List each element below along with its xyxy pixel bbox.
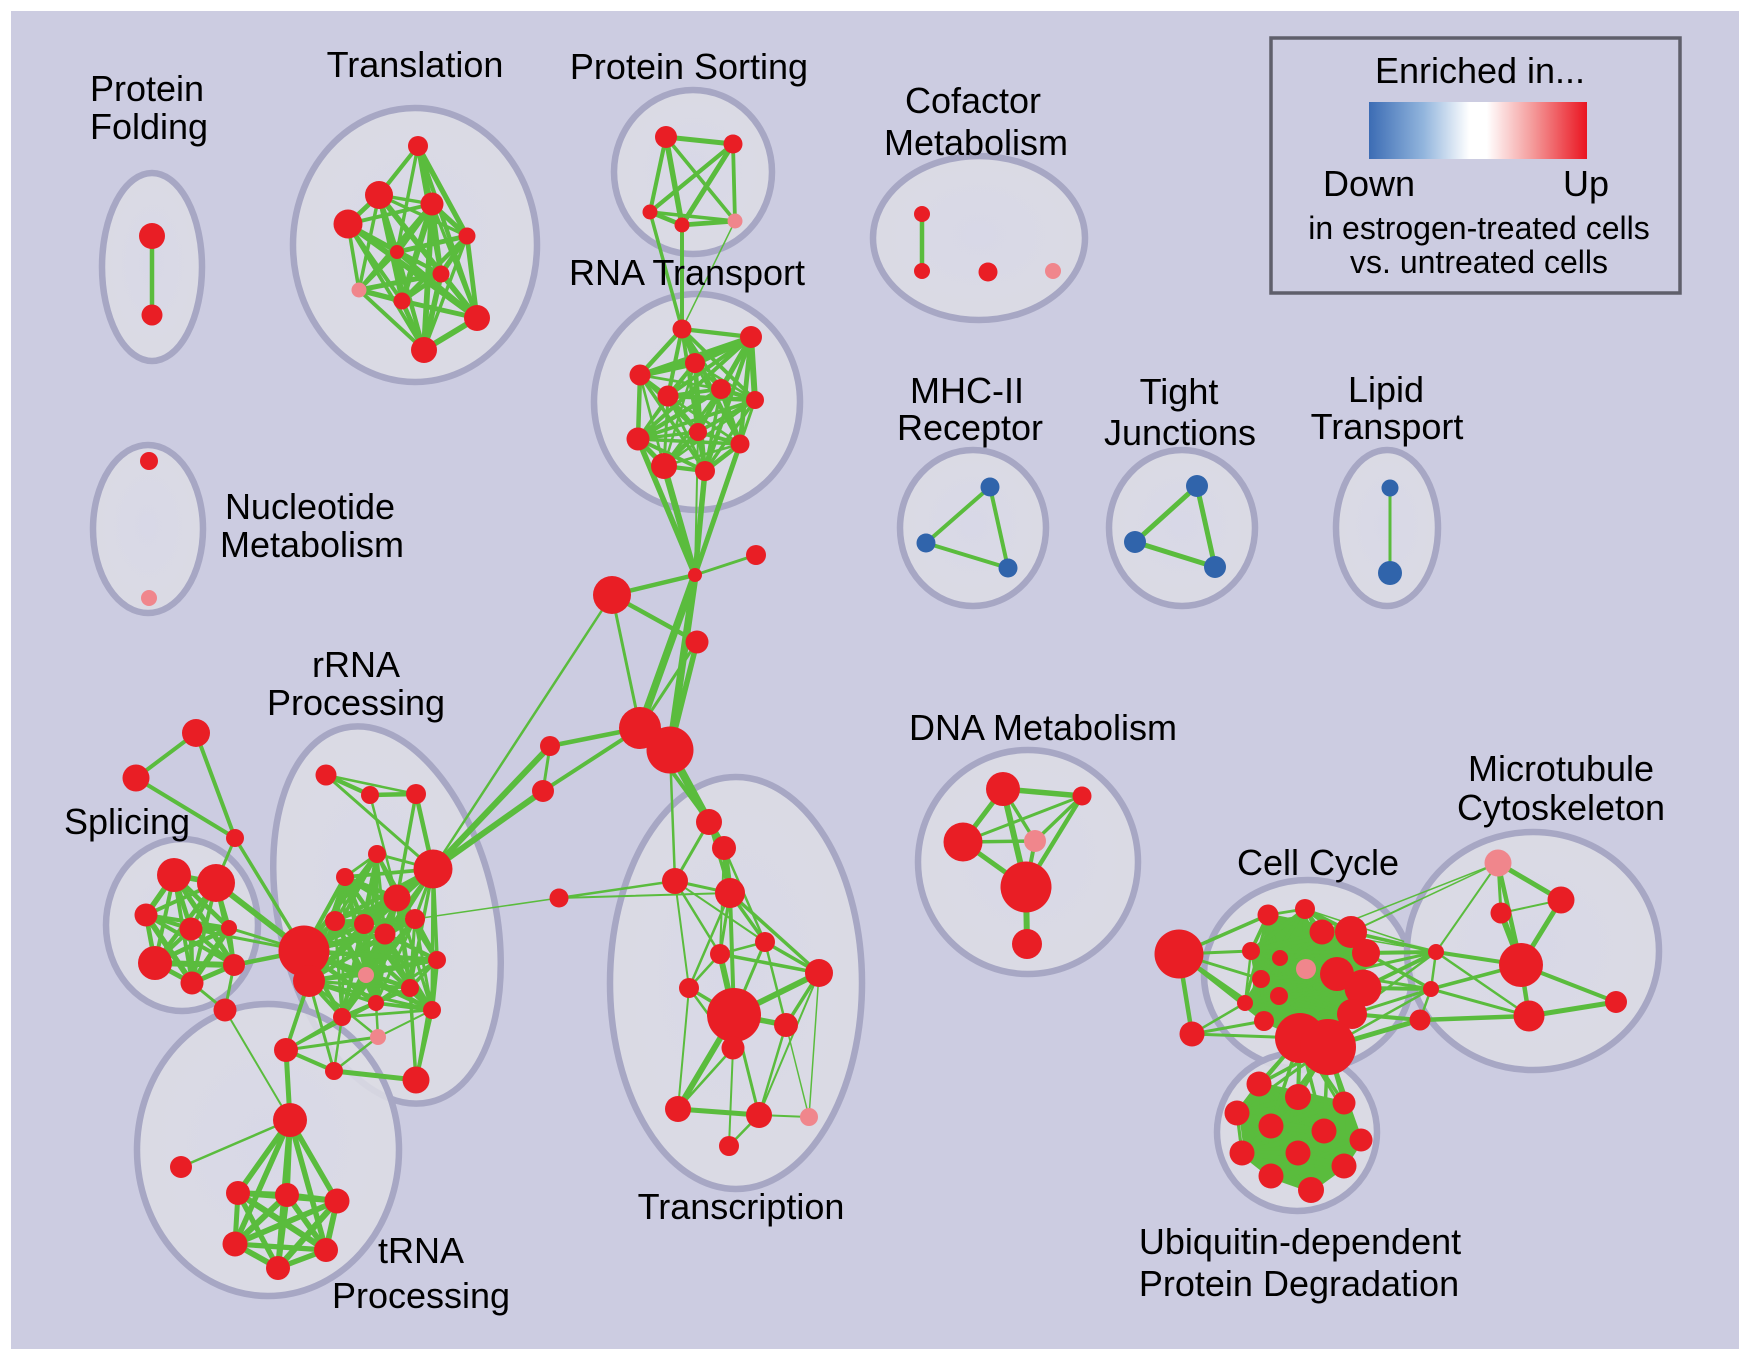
svg-text:Microtubule: Microtubule (1468, 748, 1654, 789)
svg-text:MHC-II: MHC-II (910, 370, 1024, 411)
svg-text:vs. untreated cells: vs. untreated cells (1350, 244, 1608, 280)
svg-text:Translation: Translation (327, 44, 504, 85)
svg-text:Cytoskeleton: Cytoskeleton (1457, 787, 1665, 828)
svg-text:Lipid: Lipid (1348, 369, 1424, 410)
svg-text:Cofactor: Cofactor (905, 80, 1041, 121)
svg-text:Transport: Transport (1311, 406, 1464, 447)
svg-text:Protein Degradation: Protein Degradation (1139, 1263, 1459, 1304)
svg-text:tRNA: tRNA (378, 1230, 464, 1271)
svg-text:Down: Down (1323, 163, 1415, 204)
svg-text:Enriched in...: Enriched in... (1375, 50, 1585, 91)
svg-text:Receptor: Receptor (897, 407, 1043, 448)
svg-text:rRNA: rRNA (312, 644, 400, 685)
svg-text:Protein: Protein (90, 68, 204, 109)
svg-text:Nucleotide: Nucleotide (225, 486, 395, 527)
svg-text:Cell Cycle: Cell Cycle (1237, 842, 1399, 883)
svg-text:Splicing: Splicing (64, 801, 190, 842)
svg-text:Ubiquitin-dependent: Ubiquitin-dependent (1139, 1221, 1461, 1262)
svg-text:Metabolism: Metabolism (884, 122, 1068, 163)
svg-text:Protein Sorting: Protein Sorting (570, 46, 808, 87)
svg-text:Transcription: Transcription (638, 1186, 845, 1227)
svg-text:DNA Metabolism: DNA Metabolism (909, 707, 1177, 748)
svg-text:in estrogen-treated cells: in estrogen-treated cells (1308, 210, 1650, 246)
svg-text:Junctions: Junctions (1104, 412, 1256, 453)
svg-text:Processing: Processing (332, 1275, 510, 1316)
svg-text:Processing: Processing (267, 682, 445, 723)
svg-text:RNA Transport: RNA Transport (569, 252, 805, 293)
svg-text:Folding: Folding (90, 106, 208, 147)
svg-text:Tight: Tight (1140, 371, 1219, 412)
svg-text:Metabolism: Metabolism (220, 524, 404, 565)
svg-text:Up: Up (1563, 163, 1609, 204)
